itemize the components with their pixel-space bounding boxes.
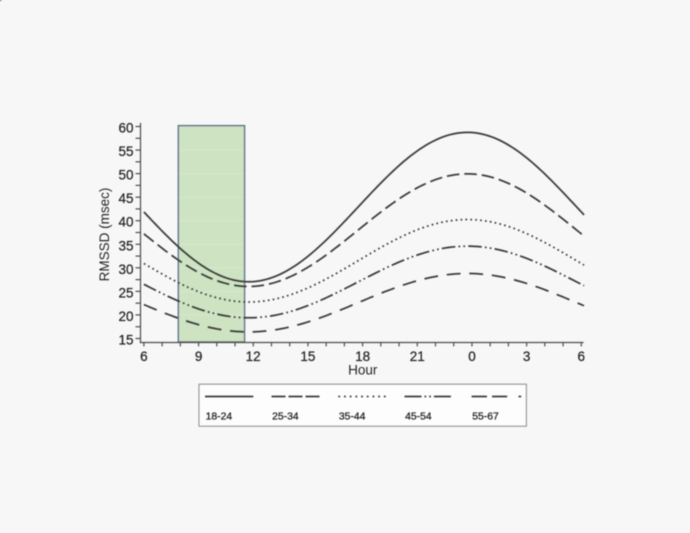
svg-text:15: 15 xyxy=(300,349,315,364)
svg-text:15: 15 xyxy=(118,333,133,348)
svg-text:6: 6 xyxy=(578,349,586,364)
svg-text:18: 18 xyxy=(355,349,370,364)
svg-text:35: 35 xyxy=(118,238,133,253)
svg-text:9: 9 xyxy=(195,349,203,364)
svg-text:25: 25 xyxy=(118,285,133,300)
svg-text:55-67: 55-67 xyxy=(472,411,499,422)
svg-text:0: 0 xyxy=(468,349,476,364)
svg-text:6: 6 xyxy=(140,349,148,364)
svg-text:12: 12 xyxy=(246,349,261,364)
svg-text:50: 50 xyxy=(118,168,133,183)
svg-text:55: 55 xyxy=(118,144,133,159)
svg-text:35-44: 35-44 xyxy=(339,411,366,422)
svg-text:RMSSD (msec): RMSSD (msec) xyxy=(97,188,112,282)
svg-text:45: 45 xyxy=(118,191,133,206)
svg-text:30: 30 xyxy=(118,262,133,277)
svg-text:60: 60 xyxy=(118,121,133,136)
svg-text:18-24: 18-24 xyxy=(206,411,233,422)
svg-text:25-34: 25-34 xyxy=(272,411,299,422)
svg-text:20: 20 xyxy=(118,309,133,324)
svg-text:21: 21 xyxy=(410,349,425,364)
svg-text:40: 40 xyxy=(118,215,133,230)
svg-text:45-54: 45-54 xyxy=(405,411,432,422)
svg-text:3: 3 xyxy=(523,349,531,364)
svg-text:Hour: Hour xyxy=(348,363,378,378)
